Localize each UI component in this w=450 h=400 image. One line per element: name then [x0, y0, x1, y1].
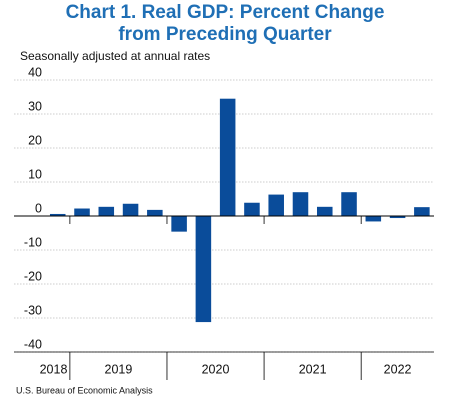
y-tick-label: -40: [24, 337, 42, 351]
y-tick-label: -10: [24, 235, 42, 249]
y-tick-label: 10: [28, 167, 42, 181]
y-tick-label: 40: [28, 65, 42, 79]
subtitle: Seasonally adjusted at annual rates: [20, 49, 210, 63]
bar: [268, 194, 284, 216]
source: U.S. Bureau of Economic Analysis: [16, 385, 153, 395]
bar: [98, 206, 115, 216]
chart-title: from Preceding Quarter: [118, 24, 332, 45]
bar: [341, 192, 357, 216]
bar: [292, 192, 309, 216]
x-group-label: 2021: [299, 362, 327, 376]
y-tick-label: -30: [24, 303, 42, 317]
y-tick-label: -20: [24, 269, 42, 283]
bar: [49, 213, 66, 216]
bar: [171, 216, 187, 232]
x-group-label: 2019: [105, 362, 133, 376]
x-group-label: 2020: [202, 362, 230, 376]
bar: [365, 216, 382, 222]
x-group-label: 2018: [40, 362, 68, 376]
chart-title: Chart 1. Real GDP: Percent Change: [66, 2, 385, 23]
bar: [195, 216, 212, 323]
bar: [74, 208, 90, 216]
bar: [219, 98, 236, 216]
bar: [316, 206, 333, 216]
bar: [147, 209, 163, 216]
y-tick-label: 20: [28, 133, 42, 147]
x-group-label: 2022: [384, 362, 412, 376]
bar: [244, 202, 260, 216]
bar: [414, 207, 430, 216]
bar: [122, 203, 139, 216]
y-tick-label: 30: [28, 99, 42, 113]
bar: [389, 216, 406, 219]
y-tick-label: 0: [35, 201, 42, 215]
